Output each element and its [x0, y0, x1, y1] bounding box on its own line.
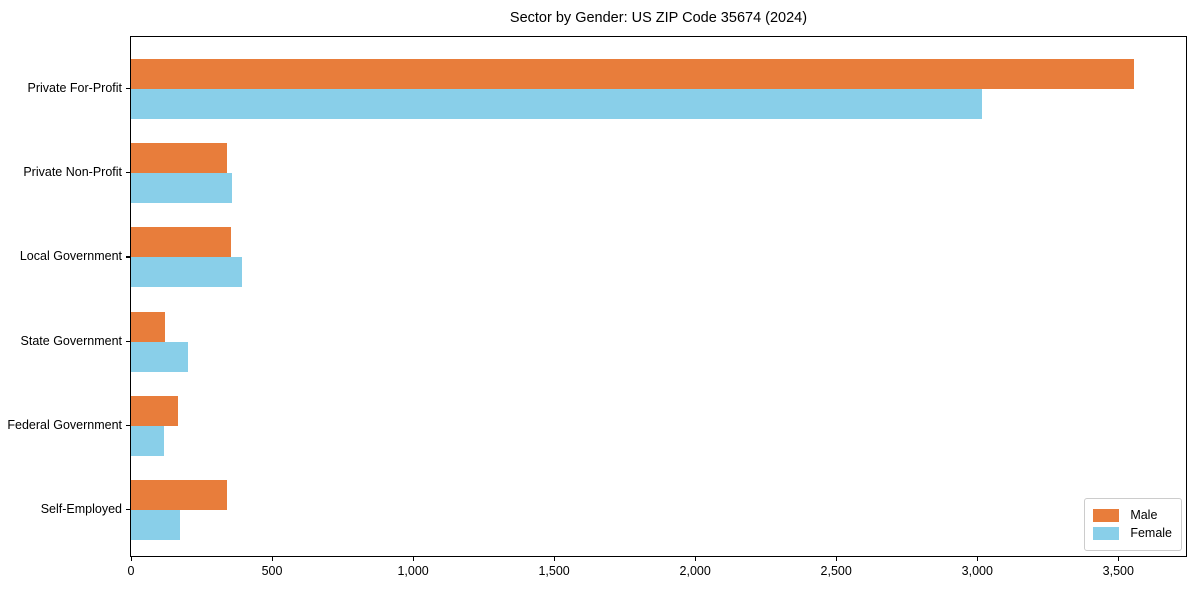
plot-area: Male Female — [130, 36, 1187, 557]
x-tick-label: 3,500 — [1102, 564, 1134, 578]
y-tick — [126, 172, 130, 174]
x-tick — [836, 557, 838, 561]
legend-entry-male: Male — [1093, 508, 1172, 523]
bar-male-2 — [131, 227, 231, 258]
bar-female-5 — [131, 510, 180, 540]
bar-male-5 — [131, 480, 227, 510]
bar-male-3 — [131, 311, 166, 342]
bar-male-0 — [131, 59, 1135, 89]
y-tick-label: Private Non-Profit — [23, 165, 122, 180]
x-tick — [695, 557, 697, 561]
bar-female-0 — [131, 89, 982, 119]
bar-female-1 — [131, 173, 232, 204]
y-tick-label: Federal Government — [7, 417, 122, 432]
y-tick-label: Private For-Profit — [27, 81, 122, 95]
legend: Male Female — [1084, 498, 1182, 551]
y-tick — [126, 88, 130, 90]
bar-male-4 — [131, 395, 178, 426]
x-tick-label: 2,000 — [679, 564, 711, 578]
x-tick-label: 1,500 — [538, 564, 570, 578]
x-tick — [272, 557, 274, 561]
legend-label-male: Male — [1130, 508, 1158, 522]
legend-swatch-female — [1093, 527, 1120, 540]
bar-female-4 — [131, 425, 164, 456]
y-tick-label: Self-Employed — [40, 502, 122, 516]
y-tick — [126, 256, 130, 258]
x-tick-label: 0 — [127, 564, 135, 578]
x-tick — [1118, 557, 1120, 561]
y-tick — [126, 340, 130, 342]
x-tick-label: 3,000 — [961, 564, 993, 578]
legend-entry-female: Female — [1093, 526, 1172, 541]
legend-swatch-male — [1093, 509, 1120, 522]
x-tick — [131, 557, 133, 561]
bar-female-3 — [131, 341, 189, 372]
legend-label-female: Female — [1130, 526, 1172, 540]
x-tick — [977, 557, 979, 561]
x-tick-label: 2,500 — [820, 564, 852, 578]
x-tick — [554, 557, 556, 561]
y-tick — [126, 424, 130, 426]
y-tick — [126, 509, 130, 511]
y-tick-label: Local Government — [19, 249, 122, 264]
y-tick-label: State Government — [20, 333, 122, 348]
bar-female-2 — [131, 257, 243, 288]
x-tick-label: 1,000 — [397, 564, 429, 578]
bar-male-1 — [131, 143, 227, 174]
chart-title: Sector by Gender: US ZIP Code 35674 (202… — [509, 10, 808, 26]
x-tick — [413, 557, 415, 561]
x-tick-label: 500 — [261, 564, 283, 578]
